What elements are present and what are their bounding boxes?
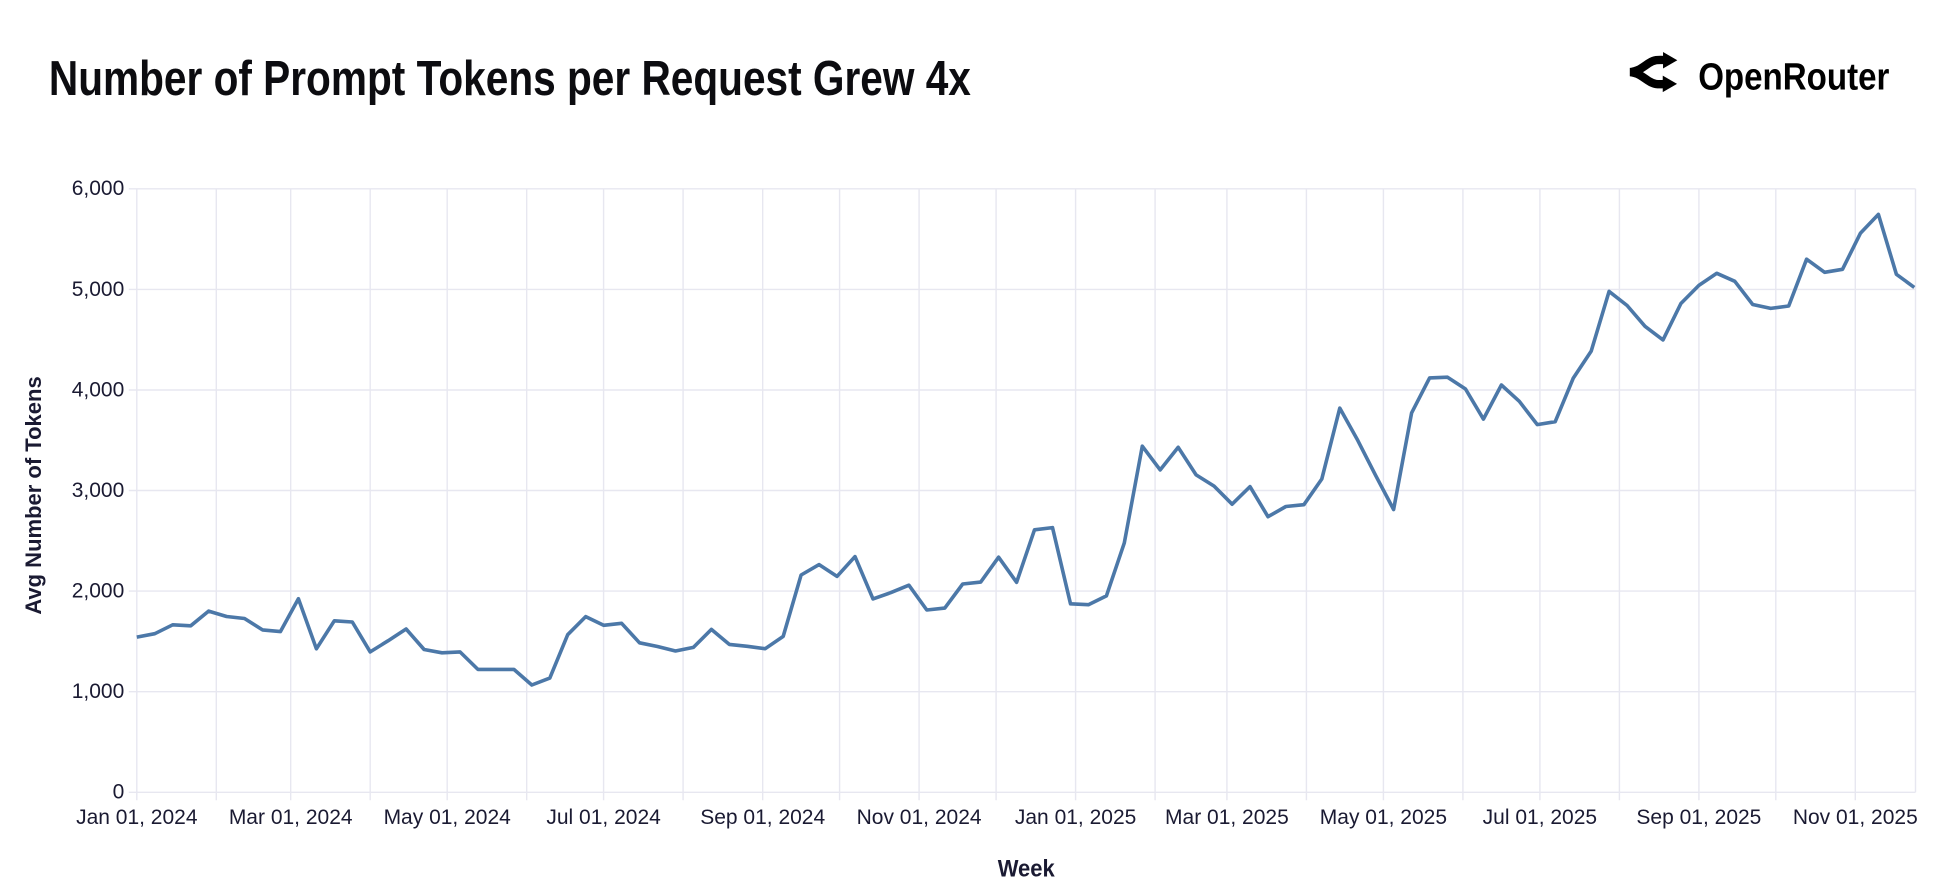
svg-text:Mar 01, 2024: Mar 01, 2024 <box>229 806 353 829</box>
svg-text:Mar 01, 2025: Mar 01, 2025 <box>1165 806 1289 829</box>
svg-text:OpenRouter: OpenRouter <box>1698 56 1889 98</box>
svg-text:Sep 01, 2025: Sep 01, 2025 <box>1636 806 1761 829</box>
svg-text:Nov 01, 2025: Nov 01, 2025 <box>1793 806 1918 829</box>
svg-text:Jul 01, 2025: Jul 01, 2025 <box>1483 806 1597 829</box>
svg-text:Jan 01, 2024: Jan 01, 2024 <box>76 806 198 829</box>
svg-text:Number of Prompt Tokens per Re: Number of Prompt Tokens per Request Grew… <box>49 52 971 106</box>
svg-text:Jan 01, 2025: Jan 01, 2025 <box>1015 806 1136 829</box>
svg-text:4,000: 4,000 <box>72 378 125 401</box>
svg-text:Avg Number of Tokens: Avg Number of Tokens <box>21 376 46 614</box>
svg-text:3,000: 3,000 <box>72 479 125 502</box>
svg-text:Jul 01, 2024: Jul 01, 2024 <box>546 806 661 829</box>
svg-text:May 01, 2025: May 01, 2025 <box>1320 806 1447 829</box>
svg-text:2,000: 2,000 <box>72 580 125 603</box>
svg-text:6,000: 6,000 <box>72 177 125 200</box>
svg-text:Week: Week <box>998 856 1056 883</box>
svg-text:Nov 01, 2024: Nov 01, 2024 <box>857 806 982 829</box>
svg-text:0: 0 <box>113 781 125 804</box>
svg-text:May 01, 2024: May 01, 2024 <box>384 806 512 829</box>
svg-text:1,000: 1,000 <box>72 680 125 703</box>
svg-text:Sep 01, 2024: Sep 01, 2024 <box>700 806 825 829</box>
svg-text:5,000: 5,000 <box>72 278 125 301</box>
